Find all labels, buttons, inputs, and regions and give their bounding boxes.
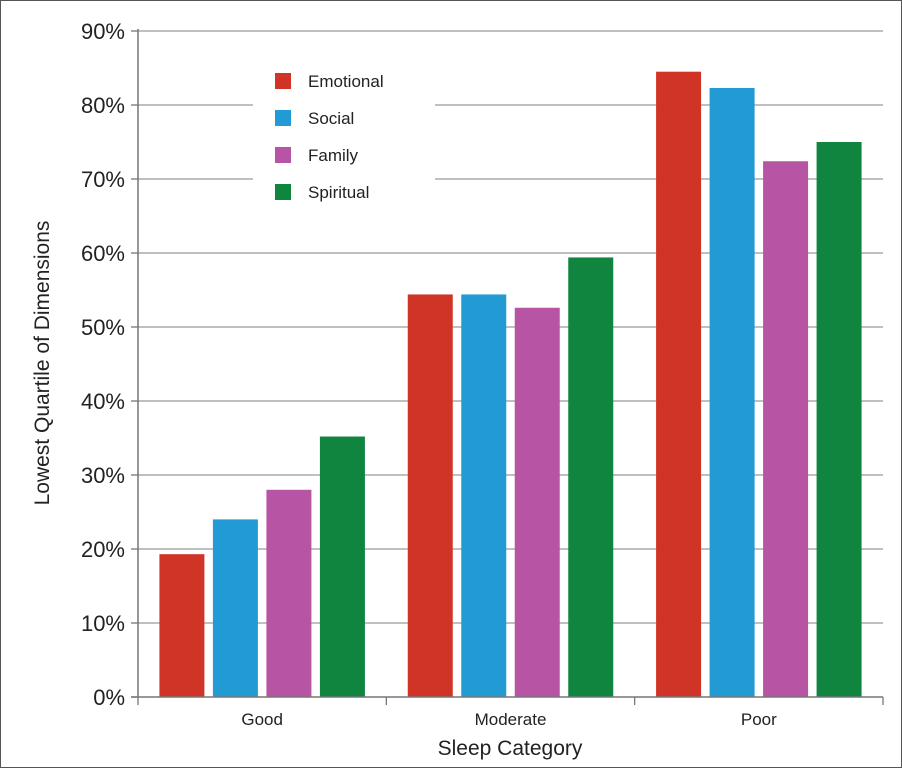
legend-label: Social — [308, 109, 354, 128]
legend: Emotional Social Family Spiritual — [253, 63, 435, 213]
x-tick-label: Poor — [741, 710, 777, 729]
y-tick-label: 30% — [81, 463, 125, 488]
bar-social-poor — [709, 87, 755, 698]
y-axis-title: Lowest Quartile of Dimensions — [31, 221, 54, 506]
y-tick-label: 60% — [81, 241, 125, 266]
legend-swatch — [275, 147, 291, 163]
y-tick-label: 80% — [81, 93, 125, 118]
bar-emotional-good — [159, 554, 205, 697]
bar-family-poor — [763, 161, 809, 698]
bar-spiritual-poor — [816, 142, 862, 697]
bar-emotional-moderate — [407, 294, 453, 697]
y-tick-label: 20% — [81, 537, 125, 562]
bar-spiritual-good — [319, 436, 365, 697]
legend-label: Family — [308, 146, 359, 165]
legend-swatch — [275, 110, 291, 126]
axes — [131, 29, 883, 698]
x-tick-label: Good — [241, 710, 283, 729]
legend-swatch — [275, 184, 291, 200]
bar-family-good — [266, 489, 312, 697]
y-tick-labels: 0% 10% 20% 30% 40% 50% 60% 70% 80% 90% — [81, 19, 125, 710]
legend-label: Spiritual — [308, 183, 369, 202]
x-axis-title: Sleep Category — [438, 737, 583, 760]
bar-spiritual-moderate — [568, 257, 614, 697]
x-tick-label: Moderate — [475, 710, 547, 729]
bar-family-moderate — [514, 307, 560, 697]
bar-social-moderate — [461, 294, 507, 697]
bars — [159, 71, 862, 698]
y-tick-label: 70% — [81, 167, 125, 192]
x-tick-labels: Good Moderate Poor — [137, 697, 884, 729]
y-tick-label: 50% — [81, 315, 125, 340]
bar-social-good — [212, 519, 258, 697]
legend-swatch — [275, 73, 291, 89]
y-tick-label: 0% — [93, 685, 125, 710]
y-tick-label: 10% — [81, 611, 125, 636]
y-tick-label: 40% — [81, 389, 125, 414]
legend-label: Emotional — [308, 72, 384, 91]
y-tick-label: 90% — [81, 19, 125, 44]
bar-emotional-poor — [656, 71, 702, 697]
